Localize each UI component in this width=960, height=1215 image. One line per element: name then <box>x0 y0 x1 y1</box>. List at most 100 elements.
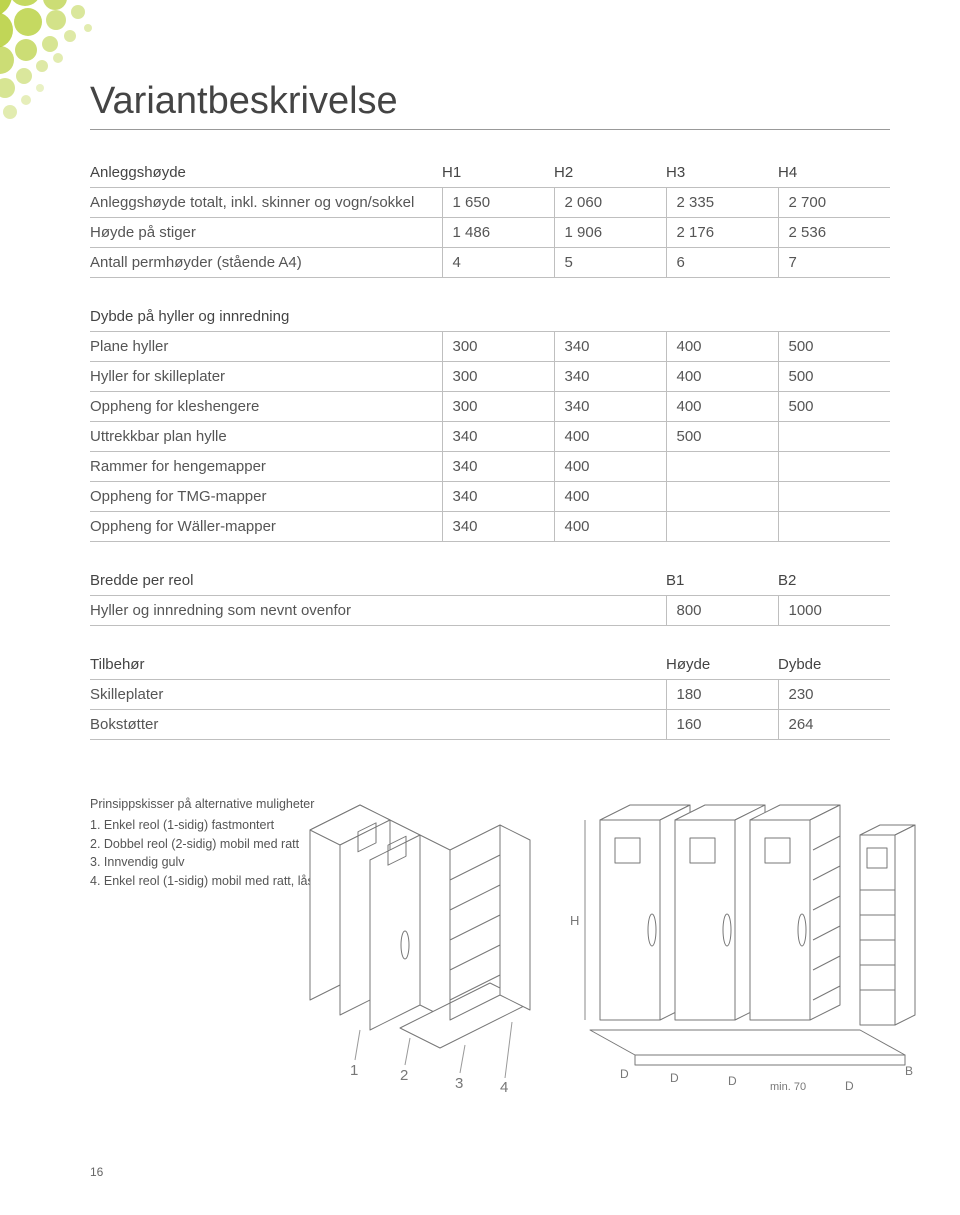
cell: 6 <box>666 248 778 278</box>
cell: 1 650 <box>442 188 554 218</box>
table-row: Oppheng for TMG-mapper340400 <box>90 482 890 512</box>
cell: 800 <box>666 596 778 626</box>
cell: 500 <box>778 392 890 422</box>
cell: 5 <box>554 248 666 278</box>
table-dybde: Dybde på hyller og innredning Plane hyll… <box>90 302 890 542</box>
svg-text:H: H <box>570 913 579 928</box>
t1-h1: Anleggshøyde <box>90 158 442 188</box>
cell: 2 536 <box>778 218 890 248</box>
table-row: Plane hyller300340400500 <box>90 332 890 362</box>
cell: 400 <box>666 362 778 392</box>
cell <box>778 302 890 332</box>
cell <box>778 512 890 542</box>
table-row: Høyde på stiger 1 486 1 906 2 176 2 536 <box>90 218 890 248</box>
cell: Hyller og innredning som nevnt ovenfor <box>90 596 666 626</box>
cell <box>778 452 890 482</box>
table-row: Uttrekkbar plan hylle340400500 <box>90 422 890 452</box>
table-row: Oppheng for Wäller-mapper340400 <box>90 512 890 542</box>
cell <box>554 302 666 332</box>
t1-h4: H3 <box>666 158 778 188</box>
cell: 230 <box>778 680 890 710</box>
t1-h2: H1 <box>442 158 554 188</box>
shelving-diagram: 1 2 3 4 <box>300 760 920 1110</box>
svg-text:D: D <box>670 1071 679 1085</box>
page-title: Variantbeskrivelse <box>90 80 890 123</box>
cell: Oppheng for TMG-mapper <box>90 482 442 512</box>
t1-h5: H4 <box>778 158 890 188</box>
svg-text:1: 1 <box>350 1062 358 1079</box>
cell: Uttrekkbar plan hylle <box>90 422 442 452</box>
cell: Bokstøtter <box>90 710 666 740</box>
cell: 340 <box>442 452 554 482</box>
cell: 500 <box>778 362 890 392</box>
cell: 1 906 <box>554 218 666 248</box>
cell: 4 <box>442 248 554 278</box>
t3-h1: Bredde per reol <box>90 566 666 596</box>
table-row: Bokstøtter 160 264 <box>90 710 890 740</box>
cell <box>666 302 778 332</box>
cell <box>666 482 778 512</box>
cell: Rammer for hengemapper <box>90 452 442 482</box>
cell: 400 <box>666 332 778 362</box>
cell: 2 176 <box>666 218 778 248</box>
cell: 160 <box>666 710 778 740</box>
table-row: Rammer for hengemapper340400 <box>90 452 890 482</box>
table-row: Hyller for skilleplater300340400500 <box>90 362 890 392</box>
cell: 400 <box>554 452 666 482</box>
cell: Oppheng for Wäller-mapper <box>90 512 442 542</box>
svg-text:D: D <box>620 1067 629 1081</box>
page-number: 16 <box>90 1165 103 1179</box>
svg-text:D: D <box>728 1074 737 1088</box>
cell <box>778 422 890 452</box>
table-anleggshoyde: Anleggshøyde H1 H2 H3 H4 Anleggshøyde to… <box>90 158 890 278</box>
cell: 400 <box>554 482 666 512</box>
table-row: Hyller og innredning som nevnt ovenfor 8… <box>90 596 890 626</box>
cell: 340 <box>442 422 554 452</box>
table-row: Anleggshøyde totalt, inkl. skinner og vo… <box>90 188 890 218</box>
table-row: Skilleplater 180 230 <box>90 680 890 710</box>
table-row: Antall permhøyder (stående A4) 4 5 6 7 <box>90 248 890 278</box>
svg-text:4: 4 <box>500 1079 508 1096</box>
cell: 7 <box>778 248 890 278</box>
cell: 2 060 <box>554 188 666 218</box>
t4-h3: Dybde <box>778 650 890 680</box>
title-rule <box>90 129 890 130</box>
cell: 1000 <box>778 596 890 626</box>
cell: 300 <box>442 392 554 422</box>
table-tilbehor: Tilbehør Høyde Dybde Skilleplater 180 23… <box>90 650 890 740</box>
t3-h3: B2 <box>778 566 890 596</box>
cell: Hyller for skilleplater <box>90 362 442 392</box>
cell <box>666 452 778 482</box>
t3-h2: B1 <box>666 566 778 596</box>
cell: Antall permhøyder (stående A4) <box>90 248 442 278</box>
cell: Plane hyller <box>90 332 442 362</box>
cell: 400 <box>554 512 666 542</box>
cell: 500 <box>778 332 890 362</box>
cell: 340 <box>554 332 666 362</box>
table-row: Oppheng for kleshengere300340400500 <box>90 392 890 422</box>
cell: 400 <box>554 422 666 452</box>
cell: Anleggshøyde totalt, inkl. skinner og vo… <box>90 188 442 218</box>
cell: 300 <box>442 332 554 362</box>
cell <box>778 482 890 512</box>
svg-text:2: 2 <box>400 1067 408 1084</box>
svg-text:3: 3 <box>455 1075 463 1092</box>
svg-text:B: B <box>905 1064 913 1078</box>
table-bredde: Bredde per reol B1 B2 Hyller og innredni… <box>90 566 890 626</box>
cell: Skilleplater <box>90 680 666 710</box>
cell: 1 486 <box>442 218 554 248</box>
cell: 264 <box>778 710 890 740</box>
cell: 2 335 <box>666 188 778 218</box>
cell: 340 <box>554 392 666 422</box>
cell: 400 <box>666 392 778 422</box>
cell <box>442 302 554 332</box>
corner-dots <box>0 0 140 150</box>
cell <box>666 512 778 542</box>
cell: Oppheng for kleshengere <box>90 392 442 422</box>
t2-h1: Dybde på hyller og innredning <box>90 302 442 332</box>
t4-h1: Tilbehør <box>90 650 666 680</box>
cell: 340 <box>442 512 554 542</box>
cell: 340 <box>442 482 554 512</box>
cell: 2 700 <box>778 188 890 218</box>
cell: 300 <box>442 362 554 392</box>
